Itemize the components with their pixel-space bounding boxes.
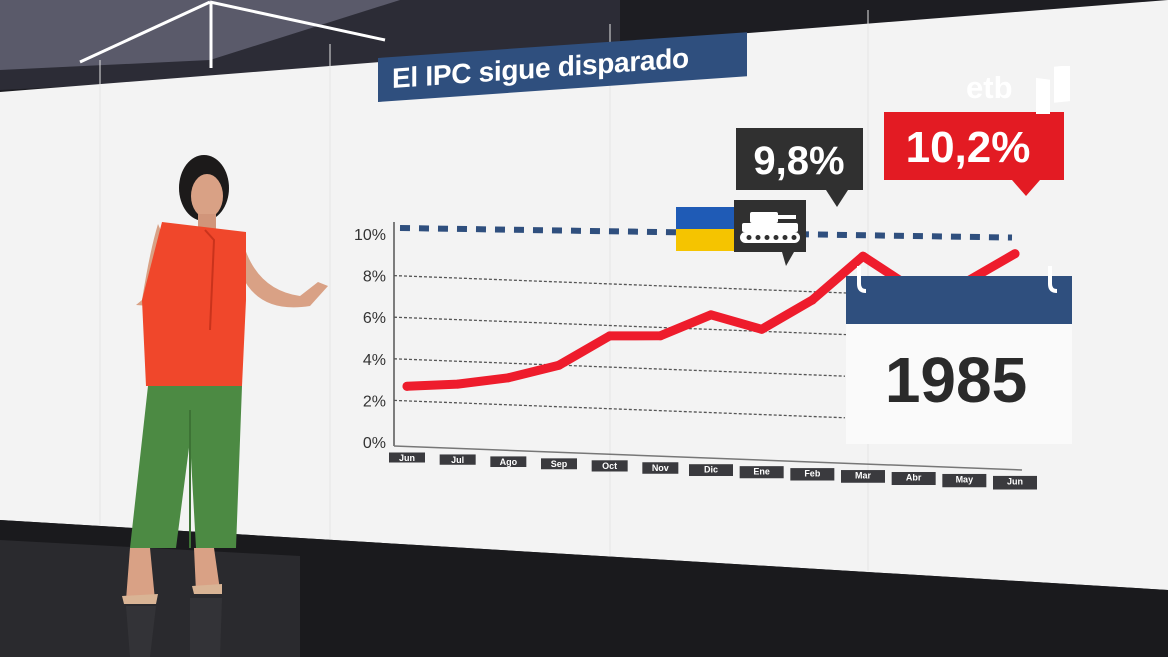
ukraine-flag-icon bbox=[676, 207, 734, 251]
logo-mark-icon bbox=[1036, 66, 1070, 114]
calendar-icon: 1985 bbox=[846, 266, 1072, 444]
data-point bbox=[706, 310, 716, 320]
svg-text:Oct: Oct bbox=[602, 461, 617, 471]
x-category-label: Sep bbox=[541, 458, 577, 470]
gridline bbox=[393, 399, 846, 419]
tank-icon bbox=[734, 200, 806, 266]
svg-text:Feb: Feb bbox=[804, 469, 821, 479]
data-point bbox=[858, 251, 868, 261]
x-category-label: Abr bbox=[891, 472, 936, 486]
svg-text:Abr: Abr bbox=[906, 473, 922, 483]
y-tick-label: 0% bbox=[363, 435, 386, 452]
y-tick-label: 4% bbox=[363, 352, 386, 369]
svg-text:Ene: Ene bbox=[753, 467, 770, 477]
gridline bbox=[393, 358, 846, 377]
presenter bbox=[122, 155, 328, 657]
ceiling-light bbox=[209, 0, 386, 42]
svg-text:Jun: Jun bbox=[1007, 476, 1023, 486]
svg-text:Dic: Dic bbox=[704, 465, 718, 475]
x-category-label: May bbox=[942, 473, 987, 488]
svg-text:Jul: Jul bbox=[451, 455, 464, 465]
latest-callout: 10,2% bbox=[884, 112, 1064, 196]
svg-text:Ago: Ago bbox=[500, 457, 518, 467]
x-category-label: Feb bbox=[790, 468, 835, 481]
peak-callout-label: 9,8% bbox=[753, 139, 844, 183]
svg-text:Sep: Sep bbox=[551, 459, 568, 469]
data-point bbox=[453, 379, 463, 389]
x-category-label: Ene bbox=[739, 466, 784, 479]
x-category-label: Dic bbox=[689, 464, 733, 477]
y-tick-label: 2% bbox=[363, 393, 386, 410]
logo-text: etb bbox=[966, 70, 1013, 105]
x-category-label: Jun bbox=[389, 452, 425, 463]
y-tick-label: 10% bbox=[354, 227, 386, 244]
x-category-label: Nov bbox=[642, 462, 679, 474]
svg-text:Jun: Jun bbox=[399, 453, 415, 463]
data-point bbox=[655, 331, 665, 341]
svg-text:May: May bbox=[956, 474, 974, 484]
x-axis bbox=[393, 445, 1023, 471]
calendar-year: 1985 bbox=[885, 344, 1027, 416]
svg-text:Mar: Mar bbox=[855, 471, 872, 481]
data-point bbox=[757, 324, 767, 334]
x-category-label: Oct bbox=[591, 460, 628, 472]
etb-logo: etb bbox=[966, 66, 1076, 114]
peak-callout: 9,8% bbox=[736, 128, 863, 207]
data-point bbox=[503, 373, 513, 383]
x-category-label: Jul bbox=[439, 454, 476, 465]
ceiling-light bbox=[79, 0, 211, 64]
y-tick-label: 8% bbox=[363, 269, 386, 286]
svg-text:Nov: Nov bbox=[652, 463, 669, 473]
data-point bbox=[807, 295, 817, 305]
data-point bbox=[402, 381, 412, 391]
data-point bbox=[554, 360, 564, 370]
y-tick-label: 6% bbox=[363, 310, 386, 327]
x-category-label: Ago bbox=[490, 456, 527, 468]
chart: 0% 2% 4% 6% 8% 10% Jun Jul Ago Sep Oct Nov Dic Ene Fe… bbox=[354, 112, 1072, 490]
latest-callout-label: 10,2% bbox=[906, 123, 1031, 172]
data-point bbox=[1010, 249, 1020, 259]
x-category-label: Jun bbox=[993, 475, 1037, 490]
x-category-label: Mar bbox=[841, 470, 885, 483]
data-point bbox=[605, 331, 615, 341]
